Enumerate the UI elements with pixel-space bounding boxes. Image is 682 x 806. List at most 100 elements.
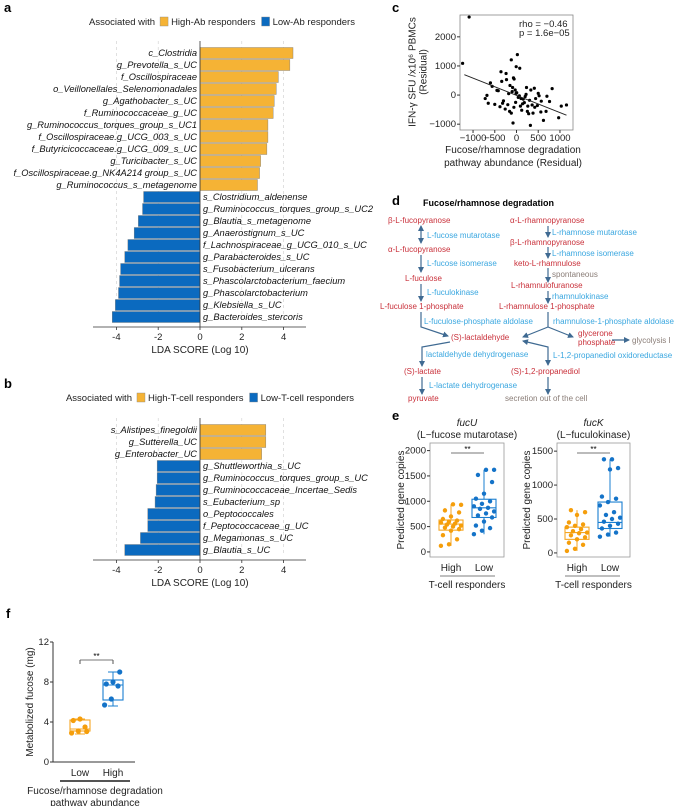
data-point [446, 542, 452, 547]
bar [199, 47, 294, 59]
bar [199, 119, 269, 131]
data-point [483, 96, 487, 101]
data-point [532, 86, 536, 90]
legend-swatch [136, 392, 146, 403]
data-point [475, 472, 481, 478]
data-point [102, 702, 108, 708]
data-point [541, 118, 546, 122]
lda-chart-tcell: Associated with High-T-cell responders Low… [66, 392, 368, 589]
bar [156, 460, 201, 472]
data-point [491, 467, 497, 473]
taxon-label: g_Turicibacter_s_UC [110, 156, 197, 166]
data-point [499, 70, 503, 74]
lda-chart-ab: Associated with High-Ab responders Low-Ab … [14, 16, 374, 356]
x-category-label: Low [601, 563, 620, 574]
y-tick-label: 1000 [405, 496, 426, 507]
bar [124, 544, 201, 556]
data-point [511, 121, 515, 125]
data-point [500, 101, 505, 105]
data-point [110, 679, 116, 685]
plot-frame [556, 442, 631, 558]
taxon-label: f_Ruminococcaceae_g_UC [84, 108, 197, 118]
data-point [520, 102, 525, 106]
y-tick-label: 2000 [405, 446, 426, 457]
taxon-label: g_Ruminococcaceae_Incertae_Sedis [203, 485, 357, 495]
data-point [611, 510, 617, 515]
pathway-diagram: Fucose/rhamnose degradation β-L-fucopyra… [380, 198, 675, 403]
diagram-title: Fucose/rhamnose degradation [423, 198, 554, 208]
panel-label-e: e [392, 408, 399, 423]
metabolite: phosphate [578, 338, 616, 347]
data-point [514, 65, 518, 69]
bar [199, 436, 267, 448]
y-tick-label: 1000 [532, 480, 553, 491]
data-point [477, 506, 483, 512]
data-point [524, 85, 529, 90]
boxplot-fucU: 0 500 1000 1500 2000 High Low ** Predicted gene … [396, 418, 517, 591]
taxon-label: f_Oscillospiraceae.g_UCG_003_s_UC [38, 132, 197, 142]
bar [199, 448, 262, 460]
taxon-label: g_Blautia_s_metagenome [203, 216, 311, 226]
taxon-label: g_Sutterella_UC [129, 437, 198, 447]
taxon-label: g_Megamonas_s_UC [203, 533, 293, 543]
bar [199, 95, 275, 107]
data-point [483, 467, 489, 473]
enzyme: L-fucose mutarotase [427, 231, 500, 240]
metabolite: α-L-rhamnopyranose [510, 216, 585, 225]
data-point [487, 525, 493, 531]
y-axis-title: (Residual) [418, 49, 429, 95]
data-point [576, 531, 582, 536]
legend-swatch [249, 392, 258, 403]
bar [154, 496, 201, 508]
data-point [582, 510, 588, 515]
data-point [601, 457, 607, 462]
data-point [518, 66, 522, 70]
data-point [509, 111, 513, 115]
data-point [527, 112, 531, 116]
y-tick-label: 1500 [405, 471, 426, 482]
data-point [535, 103, 539, 108]
data-point [440, 516, 446, 522]
taxon-label: g_Klebsiella_s_UC [203, 300, 282, 310]
data-point [523, 94, 527, 99]
data-point [599, 494, 605, 499]
data-point [531, 111, 535, 115]
data-point [566, 540, 572, 545]
pathway-note: secretion out of the cell [505, 394, 587, 403]
data-point [461, 61, 465, 65]
x-axis-title: pathway abundance (Residual) [444, 158, 582, 169]
data-point [498, 105, 502, 109]
data-point [438, 520, 444, 525]
taxon-label: g_Ruminococcus_torques_group_s_UC1 [27, 120, 197, 130]
significance-label: ** [93, 652, 99, 661]
data-point [578, 526, 584, 532]
data-point [566, 520, 572, 525]
pathway-arrows [418, 225, 630, 395]
metabolite: β-L-rhamnopyranose [510, 238, 585, 247]
data-point [479, 501, 485, 506]
data-point [103, 681, 109, 687]
enzyme: rhamnulokinase [552, 292, 609, 301]
data-point [440, 533, 446, 538]
significance-label: ** [590, 445, 596, 454]
bar [155, 484, 201, 496]
x-tick-label: 500 [530, 133, 546, 144]
taxon-label: f_Oscillospiraceae [121, 72, 197, 82]
correlation-rho: rho = −0.46 [519, 19, 568, 30]
metabolite: L-fuculose [405, 274, 442, 283]
x-axis-title: LDA SCORE (Log 10) [151, 345, 248, 356]
x-tick-label: 4 [281, 332, 286, 343]
bar [199, 107, 274, 119]
bar [199, 155, 261, 167]
data-point [601, 519, 607, 524]
bar [199, 131, 269, 143]
data-point [488, 81, 493, 85]
metabolite: L-rhamnulofuranose [511, 281, 583, 290]
data-point [454, 518, 460, 523]
y-tick-label: 1000 [435, 61, 456, 72]
data-point [438, 543, 444, 549]
data-point [537, 94, 541, 98]
data-point [572, 523, 578, 528]
enzyme: L-fuculose-phosphate aldolase [424, 317, 534, 326]
